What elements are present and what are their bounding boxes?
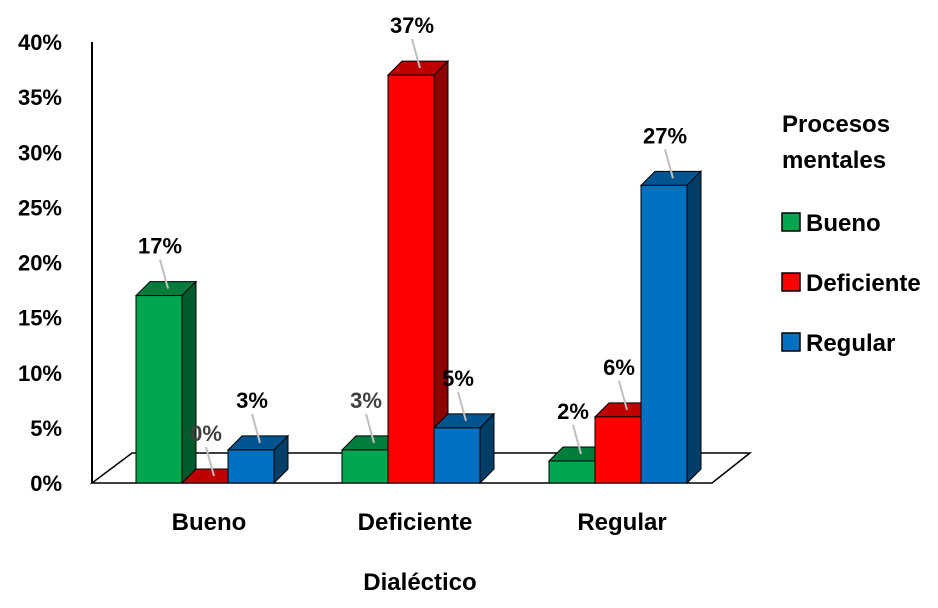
bar	[549, 461, 595, 483]
bar	[595, 417, 641, 483]
x-category-label: Regular	[577, 509, 666, 536]
bar	[228, 450, 274, 483]
bar	[342, 450, 388, 483]
y-tick-label: 0%	[30, 471, 62, 496]
data-label: 27%	[643, 123, 687, 148]
bar	[388, 75, 434, 483]
y-tick-label: 30%	[18, 140, 62, 165]
legend-item-label: Bueno	[806, 210, 881, 237]
legend: Procesos mentales Bueno Deficiente Regular	[782, 111, 921, 357]
data-label: 3%	[236, 388, 268, 413]
y-tick-label: 25%	[18, 195, 62, 220]
y-tick-label: 5%	[30, 416, 62, 441]
legend-item-label: Regular	[806, 330, 895, 357]
data-label: 2%	[557, 399, 589, 424]
legend-swatch	[782, 333, 800, 351]
bar-side	[182, 282, 196, 483]
legend-title-line-1: Procesos	[782, 111, 890, 138]
bar	[641, 185, 687, 483]
legend-swatch	[782, 213, 800, 231]
data-label: 5%	[442, 366, 474, 391]
data-label: 3%	[350, 388, 382, 413]
data-label: 37%	[390, 13, 434, 38]
legend-title-line-2: mentales	[782, 147, 886, 174]
x-axis-title: Dialéctico	[363, 569, 476, 596]
legend-swatch	[782, 273, 800, 291]
legend-title: Procesos mentales	[782, 111, 897, 174]
y-tick-label: 15%	[18, 306, 62, 331]
y-tick-label: 40%	[18, 30, 62, 55]
data-label: 6%	[603, 355, 635, 380]
legend-item-label: Deficiente	[806, 270, 921, 297]
y-tick-label: 20%	[18, 251, 62, 276]
bar	[136, 296, 182, 483]
y-tick-label: 35%	[18, 85, 62, 110]
bar-side	[687, 171, 701, 483]
x-category-label: Bueno	[172, 509, 247, 536]
data-label: 17%	[138, 234, 182, 259]
bar	[434, 428, 480, 483]
x-category-label: Deficiente	[358, 509, 473, 536]
data-label: 0%	[190, 421, 222, 446]
legend-items: Bueno Deficiente Regular	[782, 210, 921, 357]
y-tick-label: 10%	[18, 361, 62, 386]
bars	[136, 61, 701, 483]
